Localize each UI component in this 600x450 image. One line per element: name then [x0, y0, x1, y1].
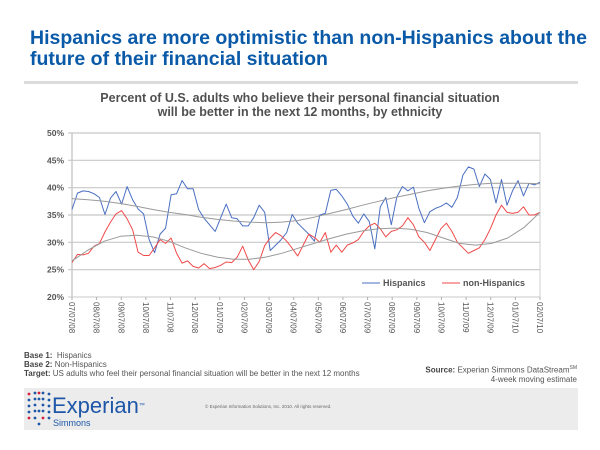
source-note: Source: Experian Simmons DataStreamSM 4-… — [425, 364, 577, 384]
chart-series — [71, 166, 541, 271]
logo-trademark: ™ — [138, 403, 145, 409]
logo-dot — [41, 391, 45, 395]
trend-hispanics — [71, 182, 541, 224]
x-tick-label: 11/07/08 — [166, 302, 175, 333]
x-tick-label: 02/07/10 — [535, 302, 544, 334]
logo-dot — [47, 416, 51, 420]
x-tick-label: 01/07/09 — [215, 302, 224, 334]
y-tick-label: 25% — [47, 265, 64, 275]
headline-divider — [24, 81, 578, 84]
y-axis-ticks: 20% 25% 30% 35% 40% 45% 50% — [47, 128, 64, 302]
y-tick-label: 35% — [47, 210, 64, 220]
trend-non-hispanics — [71, 211, 541, 262]
base1-value: Hispanics — [56, 351, 92, 360]
logo-dot — [33, 397, 37, 401]
source-label: Source: — [425, 365, 456, 375]
logo-dot — [47, 398, 51, 402]
logo-dot — [41, 397, 45, 401]
logo-dot — [27, 398, 31, 402]
source-line2: 4-week moving estimate — [490, 374, 577, 384]
source-value: Experian Simmons DataStream — [457, 365, 570, 375]
chart-title: Percent of U.S. adults who believe their… — [100, 91, 500, 119]
x-tick-label: 12/07/08 — [190, 302, 199, 334]
logo-dot — [27, 416, 31, 420]
target-value: US adults who feel their personal financ… — [52, 369, 360, 378]
logo-dot — [41, 409, 45, 413]
logo-dot — [27, 404, 31, 408]
legend-label-non-hispanics: non-Hispanics — [463, 278, 525, 288]
chart-gridlines — [68, 132, 541, 298]
x-tick-label: 07/07/08 — [67, 302, 76, 334]
x-tick-label: 08/07/09 — [387, 302, 396, 334]
logo-dot — [41, 416, 45, 420]
experian-logo-icon — [27, 391, 51, 426]
x-tick-label: 11/07/09 — [461, 302, 470, 333]
target-label: Target: — [24, 369, 51, 378]
x-tick-label: 10/07/09 — [436, 302, 445, 334]
x-tick-label: 08/07/08 — [92, 302, 101, 334]
logo-dot — [47, 404, 51, 408]
slide-headline: Hispanics are more optimistic than non-H… — [30, 27, 587, 70]
logo-dot — [47, 410, 51, 414]
logo-dot — [27, 392, 31, 396]
x-axis-ticks: 07/07/08 08/07/08 09/07/08 10/07/08 11/07/08… — [67, 297, 544, 334]
base2-label: Base 2: — [24, 360, 53, 369]
y-tick-label: 50% — [47, 128, 64, 138]
logo-dot — [37, 391, 41, 395]
x-tick-label: 12/07/09 — [486, 302, 495, 334]
x-tick-label: 09/07/08 — [116, 302, 125, 334]
series-non-hispanics — [71, 204, 541, 271]
chart-legend: Hispanics non-Hispanics — [362, 278, 525, 288]
logo-dot — [41, 403, 45, 407]
y-tick-label: 30% — [47, 237, 64, 247]
base1-label: Base 1: — [24, 351, 53, 360]
x-tick-label: 06/07/09 — [338, 302, 347, 334]
x-tick-label: 04/07/09 — [289, 302, 298, 334]
logo-dot — [33, 409, 37, 413]
x-tick-label: 03/07/09 — [264, 302, 273, 334]
logo-dot — [37, 422, 41, 426]
x-tick-label: 02/07/09 — [239, 302, 248, 334]
logo-dot — [37, 409, 41, 413]
logo-subtitle: Simmons — [53, 418, 91, 428]
y-tick-label: 45% — [47, 155, 64, 165]
logo-dot — [33, 391, 37, 395]
series-hispanics — [71, 166, 541, 254]
x-tick-label: 09/07/09 — [412, 302, 421, 334]
legend-label-hispanics: Hispanics — [383, 278, 426, 288]
x-tick-label: 07/07/09 — [363, 302, 372, 334]
base2-value: Non-Hispanics — [54, 360, 107, 369]
logo-dot — [37, 397, 41, 401]
copyright-text: © Experian Information Solutions, Inc. 2… — [205, 404, 332, 409]
logo-dot — [47, 392, 51, 396]
logo-dot — [33, 403, 37, 407]
source-sup: SM — [569, 365, 578, 371]
logo-wordmark: Experian™ — [52, 393, 145, 418]
y-tick-label: 20% — [47, 292, 64, 302]
x-tick-label: 05/07/09 — [313, 302, 322, 334]
x-tick-label: 10/07/08 — [141, 302, 150, 334]
x-tick-label: 01/07/10 — [510, 302, 519, 334]
footer-bar — [24, 388, 578, 430]
chart-notes: Base 1: Hispanics Base 2: Non-Hispanics … — [24, 351, 360, 378]
y-tick-label: 40% — [47, 183, 64, 193]
logo-dot — [33, 416, 37, 420]
logo-dot — [27, 410, 31, 414]
